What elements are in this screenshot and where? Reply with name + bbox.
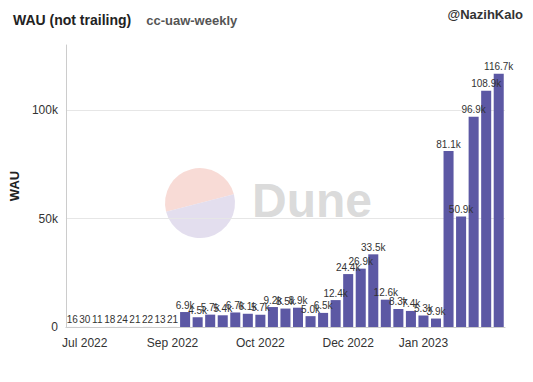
svg-text:Jul 2022: Jul 2022 xyxy=(62,336,108,350)
svg-text:33.5k: 33.5k xyxy=(361,242,386,253)
svg-text:21: 21 xyxy=(129,314,141,325)
svg-text:Sep 2022: Sep 2022 xyxy=(147,336,199,350)
svg-text:22: 22 xyxy=(142,314,154,325)
svg-text:18: 18 xyxy=(104,314,116,325)
svg-text:12.6k: 12.6k xyxy=(373,287,399,299)
svg-text:8.3k: 8.3k xyxy=(388,296,408,308)
svg-text:0: 0 xyxy=(51,320,58,334)
svg-text:8.9k: 8.9k xyxy=(288,295,308,307)
svg-text:Dune: Dune xyxy=(252,173,372,227)
svg-text:5.7k: 5.7k xyxy=(250,302,270,314)
svg-text:6.1k: 6.1k xyxy=(238,301,258,313)
svg-text:WAU (not trailing): WAU (not trailing) xyxy=(13,12,131,28)
svg-text:4.5k: 4.5k xyxy=(188,304,208,316)
svg-text:100k: 100k xyxy=(32,103,59,117)
svg-text:11: 11 xyxy=(92,314,103,325)
svg-text:WAU: WAU xyxy=(7,171,22,201)
svg-text:16: 16 xyxy=(67,314,79,325)
svg-text:cc-uaw-weekly: cc-uaw-weekly xyxy=(146,13,238,28)
svg-text:3.9k: 3.9k xyxy=(427,306,447,317)
svg-text:5.0k: 5.0k xyxy=(301,303,320,315)
svg-text:30: 30 xyxy=(79,314,91,325)
svg-text:8.5k: 8.5k xyxy=(276,296,295,308)
svg-text:@NazihKalo: @NazihKalo xyxy=(447,7,523,22)
svg-text:116.7k: 116.7k xyxy=(484,61,514,72)
svg-text:6.9k: 6.9k xyxy=(175,299,195,311)
svg-text:Jan 2023: Jan 2023 xyxy=(399,336,449,350)
svg-text:13: 13 xyxy=(154,314,166,325)
svg-text:50.9k: 50.9k xyxy=(449,204,474,215)
svg-text:9.2k: 9.2k xyxy=(263,294,283,306)
svg-text:7.4k: 7.4k xyxy=(401,298,421,310)
svg-text:50k: 50k xyxy=(39,212,59,226)
svg-text:21: 21 xyxy=(167,314,179,325)
svg-text:24: 24 xyxy=(117,314,129,325)
svg-text:81.1k: 81.1k xyxy=(436,139,461,150)
svg-text:12.4k: 12.4k xyxy=(323,288,348,299)
svg-text:26.9k: 26.9k xyxy=(348,256,373,267)
svg-text:6.7k: 6.7k xyxy=(225,300,245,311)
svg-text:5.3k: 5.3k xyxy=(414,303,433,314)
svg-text:Dec 2022: Dec 2022 xyxy=(322,336,374,350)
svg-text:96.9k: 96.9k xyxy=(461,104,486,115)
svg-text:6.5k: 6.5k xyxy=(314,300,334,311)
svg-text:108.9k: 108.9k xyxy=(471,78,502,89)
svg-text:5.4k: 5.4k xyxy=(213,302,233,314)
svg-text:5.7k: 5.7k xyxy=(200,302,220,314)
svg-text:Oct 2022: Oct 2022 xyxy=(236,336,285,350)
